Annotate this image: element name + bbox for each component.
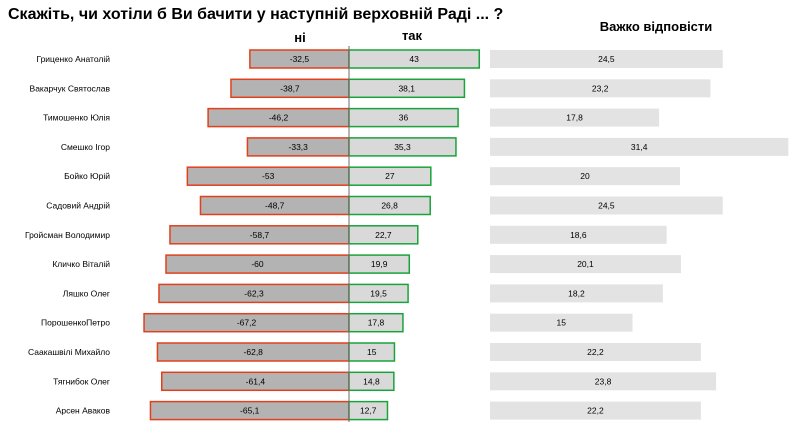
value-label-no: -58,7 — [250, 230, 270, 240]
bar-hard-to-say — [490, 372, 717, 391]
value-label-hard-to-say: 24,5 — [598, 54, 615, 64]
category-label: Садовий Андрій — [46, 201, 110, 211]
value-label-hard-to-say: 23,2 — [592, 83, 609, 93]
value-label-hard-to-say: 23,8 — [595, 376, 612, 386]
category-label: Гройсман Володимир — [25, 230, 110, 240]
category-label: Саакашвілі Михайло — [28, 347, 110, 357]
chart-title: Скажіть, чи хотіли б Ви бачити у наступн… — [8, 6, 503, 23]
value-label-no: -33,3 — [289, 142, 309, 152]
bar-hard-to-say — [490, 313, 633, 332]
header-hard-to-say: Важко відповісти — [600, 19, 713, 34]
header-no: ні — [294, 30, 305, 45]
category-label: Тимошенко Юлія — [43, 113, 110, 123]
value-label-hard-to-say: 17,8 — [566, 113, 583, 123]
value-label-yes: 15 — [367, 347, 377, 357]
value-label-hard-to-say: 18,2 — [568, 288, 585, 298]
value-label-yes: 38,1 — [398, 83, 415, 93]
category-label: Кличко Віталій — [52, 259, 110, 269]
bar-hard-to-say — [490, 284, 663, 303]
value-label-yes: 14,8 — [363, 376, 380, 386]
value-label-hard-to-say: 22,2 — [587, 406, 604, 416]
value-label-hard-to-say: 18,6 — [570, 230, 587, 240]
value-label-yes: 12,7 — [360, 406, 377, 416]
value-label-yes: 19,9 — [371, 259, 388, 269]
value-label-no: -62,8 — [244, 347, 264, 357]
value-label-hard-to-say: 20,1 — [577, 259, 594, 269]
value-label-no: -61,4 — [246, 376, 266, 386]
bar-rows: Гриценко Анатолій -32,5 43 24,5 Вакарчук Свя… — [25, 49, 789, 421]
value-label-no: -65,1 — [240, 406, 260, 416]
value-label-no: -32,5 — [290, 54, 310, 64]
value-label-no: -48,7 — [265, 201, 285, 211]
value-label-hard-to-say: 24,5 — [598, 201, 615, 211]
value-label-yes: 22,7 — [375, 230, 392, 240]
value-label-yes: 17,8 — [368, 318, 385, 328]
bar-hard-to-say — [490, 255, 681, 274]
bar-hard-to-say — [490, 343, 701, 361]
header-yes: так — [402, 28, 423, 43]
value-label-hard-to-say: 20 — [580, 171, 590, 181]
bar-hard-to-say — [490, 108, 660, 127]
category-label: Арсен Аваков — [56, 406, 111, 416]
value-label-hard-to-say: 22,2 — [587, 347, 604, 357]
value-label-yes: 27 — [385, 171, 395, 181]
value-label-hard-to-say: 15 — [557, 318, 567, 328]
bar-hard-to-say — [490, 196, 723, 215]
value-label-yes: 19,5 — [370, 288, 387, 298]
value-label-hard-to-say: 31,4 — [631, 142, 648, 152]
value-label-yes: 43 — [409, 54, 419, 64]
bar-hard-to-say — [490, 167, 680, 186]
bar-hard-to-say — [490, 225, 667, 244]
value-label-no: -38,7 — [280, 83, 300, 93]
value-label-no: -53 — [262, 171, 275, 181]
value-label-yes: 36 — [399, 113, 409, 123]
category-label: Ляшко Олег — [63, 288, 110, 298]
value-label-no: -46,2 — [269, 113, 289, 123]
value-label-yes: 26,8 — [381, 201, 398, 211]
category-label: Гриценко Анатолій — [36, 54, 110, 64]
bar-hard-to-say — [490, 50, 723, 68]
category-label: ПорошенкоПетро — [41, 318, 110, 328]
bar-hard-to-say — [490, 79, 711, 98]
value-label-no: -62,3 — [244, 288, 264, 298]
bar-hard-to-say — [490, 401, 701, 420]
value-label-yes: 35,3 — [394, 142, 411, 152]
bar-hard-to-say — [490, 137, 789, 156]
value-label-no: -67,2 — [237, 318, 257, 328]
value-label-no: -60 — [251, 259, 264, 269]
category-label: Вакарчук Святослав — [30, 83, 111, 93]
category-label: Тягнибок Олег — [53, 376, 110, 386]
category-label: Бойко Юрій — [64, 171, 110, 181]
category-label: Смешко Ігор — [61, 142, 110, 152]
